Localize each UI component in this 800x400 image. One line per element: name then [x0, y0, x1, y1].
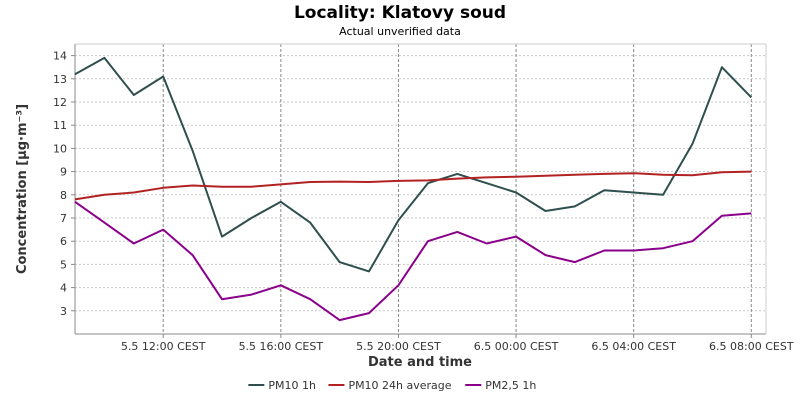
y-tick-label: 12: [53, 96, 67, 109]
y-tick-label: 10: [53, 142, 67, 155]
y-tick-label: 3: [60, 305, 67, 318]
y-tick-label: 14: [53, 50, 67, 63]
y-tick-label: 13: [53, 73, 67, 86]
x-tick-label: 5.5 20:00 CEST: [356, 340, 441, 353]
y-axis-ticks: 3 4 5 6 7 8 9 10 11 12 13 14: [53, 50, 75, 318]
legend-item: PM10 24h average: [328, 379, 452, 392]
chart-subtitle: Actual unverified data: [339, 25, 461, 38]
series-line-1: [74, 170, 752, 201]
y-gridlines: [75, 55, 766, 312]
legend-label: PM2,5 1h: [485, 379, 536, 392]
y-tick-label: 4: [60, 282, 67, 295]
x-tick-label: 5.5 12:00 CEST: [121, 340, 206, 353]
y-tick-label: 9: [60, 166, 67, 179]
y-axis-label: Concentration [µg·m⁻³]: [15, 104, 30, 274]
y-tick-label: 8: [60, 189, 67, 202]
legend-label: PM10 1h: [268, 379, 316, 392]
x-tick-label: 6.5 04:00 CEST: [591, 340, 676, 353]
y-tick-label: 5: [60, 258, 67, 271]
legend: PM10 1h PM10 24h average PM2,5 1h: [248, 379, 536, 392]
legend-label: PM10 24h average: [348, 379, 451, 392]
series-line-0: [74, 56, 753, 273]
x-tick-label: 6.5 08:00 CEST: [709, 340, 794, 353]
y-tick-label: 7: [60, 212, 67, 225]
plot-area: [74, 43, 767, 335]
series-lines: [74, 56, 753, 322]
y-tick-label: 6: [60, 235, 67, 248]
legend-item: PM10 1h: [248, 379, 316, 392]
plot-background: [75, 44, 766, 334]
chart-title: Locality: Klatovy soud: [294, 3, 506, 23]
x-tick-label: 6.5 00:00 CEST: [474, 340, 559, 353]
x-axis-ticks: 5.5 12:00 CEST 5.5 16:00 CEST 5.5 20:00 CE…: [121, 334, 794, 353]
y-tick-label: 11: [53, 119, 67, 132]
x-tick-label: 5.5 16:00 CEST: [239, 340, 324, 353]
x-axis-label: Date and time: [368, 355, 472, 370]
legend-item: PM2,5 1h: [465, 379, 536, 392]
series-line-2: [74, 200, 752, 322]
